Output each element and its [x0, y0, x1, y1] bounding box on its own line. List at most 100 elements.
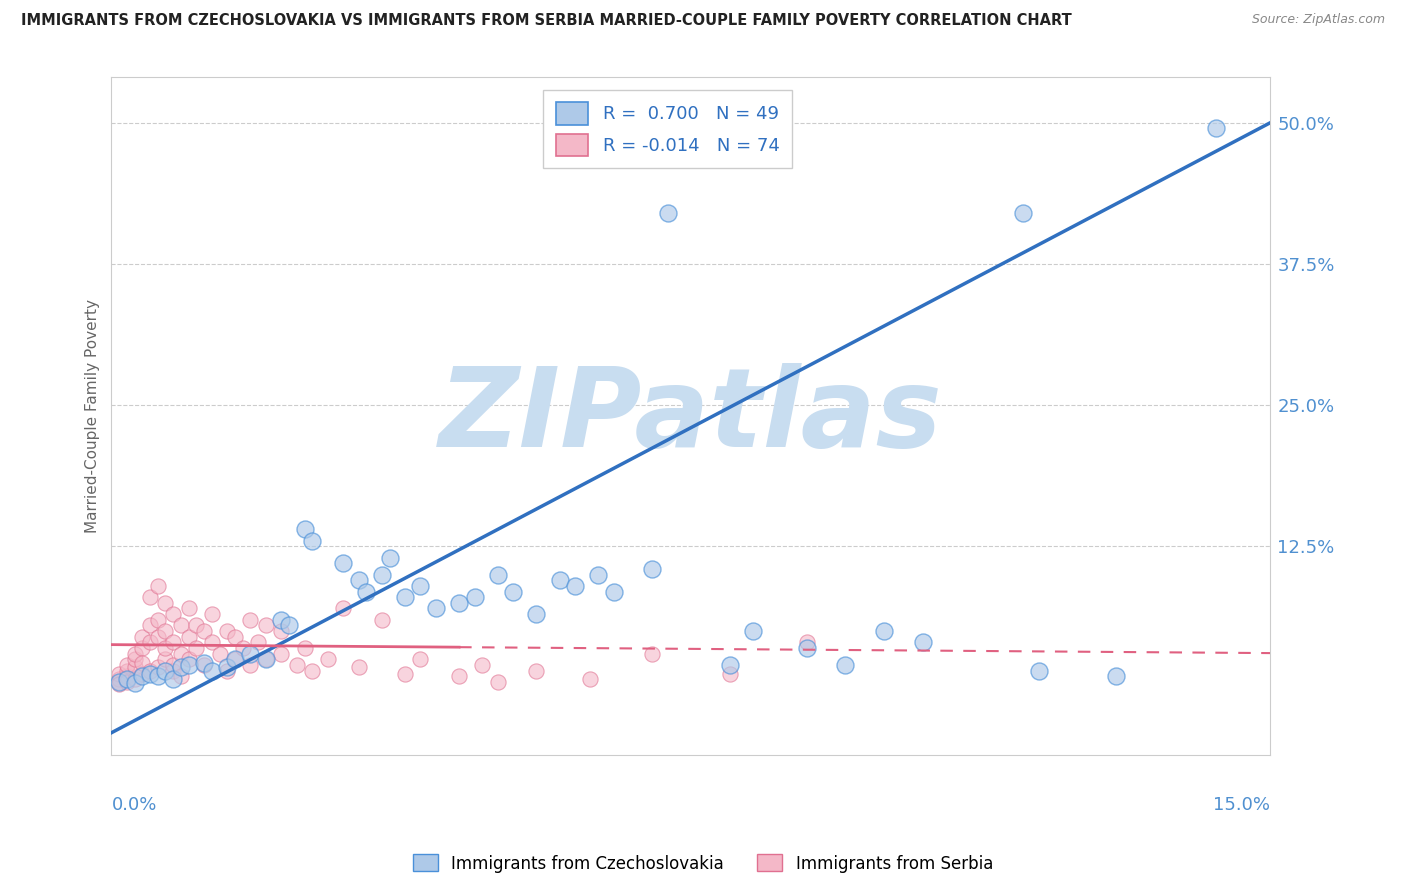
- Point: [162, 672, 184, 686]
- Point: [139, 664, 162, 678]
- Point: [247, 635, 270, 649]
- Point: [208, 647, 231, 661]
- Point: [524, 607, 547, 621]
- Text: IMMIGRANTS FROM CZECHOSLOVAKIA VS IMMIGRANTS FROM SERBIA MARRIED-COUPLE FAMILY P: IMMIGRANTS FROM CZECHOSLOVAKIA VS IMMIGR…: [21, 13, 1071, 29]
- Text: ZIPatlas: ZIPatlas: [439, 363, 943, 470]
- Point: [131, 640, 153, 655]
- Point: [294, 522, 316, 536]
- Point: [301, 533, 323, 548]
- Point: [193, 656, 215, 670]
- Point: [155, 596, 177, 610]
- Point: [124, 672, 146, 686]
- Point: [115, 674, 138, 689]
- Point: [124, 652, 146, 666]
- Point: [115, 664, 138, 678]
- Point: [285, 657, 308, 672]
- Point: [464, 590, 486, 604]
- Point: [301, 664, 323, 678]
- Point: [332, 601, 354, 615]
- Point: [834, 657, 856, 672]
- Point: [641, 647, 664, 661]
- Point: [224, 630, 246, 644]
- Point: [486, 567, 509, 582]
- Point: [115, 657, 138, 672]
- Point: [170, 660, 193, 674]
- Point: [177, 657, 200, 672]
- Point: [146, 613, 169, 627]
- Point: [193, 624, 215, 638]
- Y-axis label: Married-Couple Family Poverty: Married-Couple Family Poverty: [86, 300, 100, 533]
- Point: [131, 656, 153, 670]
- Point: [201, 664, 224, 678]
- Point: [108, 677, 131, 691]
- Point: [254, 652, 277, 666]
- Point: [471, 657, 494, 672]
- Point: [1028, 664, 1050, 678]
- Point: [108, 674, 131, 689]
- Point: [217, 624, 239, 638]
- Point: [162, 607, 184, 621]
- Point: [170, 647, 193, 661]
- Point: [332, 556, 354, 570]
- Legend: R =  0.700   N = 49, R = -0.014   N = 74: R = 0.700 N = 49, R = -0.014 N = 74: [543, 90, 793, 169]
- Point: [108, 674, 131, 689]
- Point: [155, 664, 177, 678]
- Point: [394, 590, 416, 604]
- Point: [201, 635, 224, 649]
- Point: [586, 567, 609, 582]
- Point: [217, 660, 239, 674]
- Point: [201, 607, 224, 621]
- Point: [115, 672, 138, 686]
- Point: [254, 652, 277, 666]
- Point: [449, 669, 471, 683]
- Point: [146, 669, 169, 683]
- Text: 0.0%: 0.0%: [111, 796, 157, 814]
- Point: [796, 635, 818, 649]
- Point: [270, 647, 292, 661]
- Point: [239, 657, 262, 672]
- Point: [139, 667, 162, 681]
- Point: [131, 630, 153, 644]
- Point: [1205, 121, 1227, 136]
- Point: [162, 664, 184, 678]
- Legend: Immigrants from Czechoslovakia, Immigrants from Serbia: Immigrants from Czechoslovakia, Immigran…: [406, 847, 1000, 880]
- Point: [177, 601, 200, 615]
- Point: [115, 669, 138, 683]
- Point: [409, 579, 432, 593]
- Point: [486, 674, 509, 689]
- Point: [146, 630, 169, 644]
- Point: [502, 584, 524, 599]
- Point: [548, 573, 571, 587]
- Point: [564, 579, 586, 593]
- Text: 15.0%: 15.0%: [1213, 796, 1271, 814]
- Point: [371, 613, 394, 627]
- Point: [602, 584, 624, 599]
- Point: [347, 660, 370, 674]
- Point: [131, 669, 153, 683]
- Point: [641, 562, 664, 576]
- Point: [139, 635, 162, 649]
- Point: [278, 618, 301, 632]
- Point: [409, 652, 432, 666]
- Point: [1012, 206, 1035, 220]
- Point: [239, 613, 262, 627]
- Point: [294, 640, 316, 655]
- Point: [131, 667, 153, 681]
- Point: [796, 640, 818, 655]
- Point: [217, 664, 239, 678]
- Point: [270, 613, 292, 627]
- Point: [270, 624, 292, 638]
- Point: [155, 652, 177, 666]
- Point: [170, 669, 193, 683]
- Text: Source: ZipAtlas.com: Source: ZipAtlas.com: [1251, 13, 1385, 27]
- Point: [873, 624, 896, 638]
- Point: [170, 618, 193, 632]
- Point: [162, 657, 184, 672]
- Point: [108, 667, 131, 681]
- Point: [425, 601, 447, 615]
- Point: [718, 657, 741, 672]
- Point: [394, 667, 416, 681]
- Point: [224, 652, 246, 666]
- Point: [1105, 669, 1128, 683]
- Point: [155, 640, 177, 655]
